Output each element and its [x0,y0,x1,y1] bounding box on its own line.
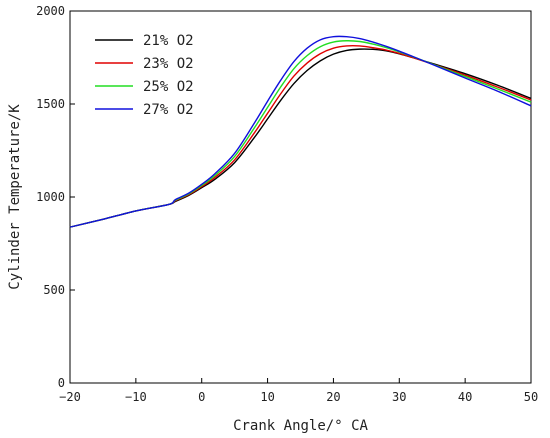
x-tick-label: −10 [125,390,147,404]
legend: 21% O2 23% O2 25% O2 27% O2 [95,33,194,118]
y-tick-label: 0 [58,376,65,390]
plot-area: −20 −10 0 10 20 30 40 50 0 500 1000 1500 2000 [36,4,538,404]
y-tick-label: 1500 [36,97,65,111]
x-tick-label: 20 [326,390,340,404]
x-axis-title: Crank Angle/° CA [233,418,368,434]
y-axis-ticks: 0 500 1000 1500 2000 [36,4,75,390]
y-tick-label: 500 [43,283,65,297]
y-tick-label: 1000 [36,190,65,204]
x-tick-label: −20 [59,390,81,404]
x-tick-label: 30 [392,390,406,404]
plot-frame [69,10,532,384]
x-tick-label: 50 [524,390,538,404]
legend-label: 27% O2 [143,102,194,118]
x-axis-ticks: −20 −10 0 10 20 30 40 50 [59,378,538,404]
legend-label: 21% O2 [143,33,194,49]
series-line-27-o2 [69,35,532,228]
x-tick-label: 10 [260,390,274,404]
y-axis-title: Cylinder Temperature/K [7,104,23,290]
series-lines [69,35,532,228]
legend-label: 25% O2 [143,79,194,95]
x-tick-label: 40 [458,390,472,404]
y-tick-label: 2000 [36,4,65,18]
x-tick-label: 0 [198,390,205,404]
legend-label: 23% O2 [143,56,194,72]
